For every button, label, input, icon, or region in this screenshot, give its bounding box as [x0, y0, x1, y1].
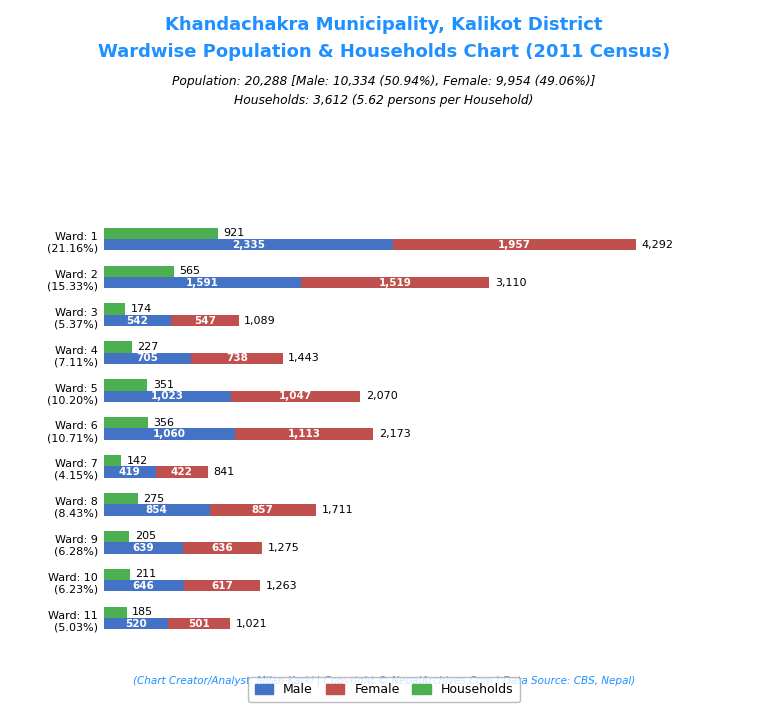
Text: 854: 854 — [146, 505, 167, 515]
Bar — [104, 417, 147, 428]
Text: 185: 185 — [132, 607, 154, 617]
Bar — [104, 531, 129, 542]
Bar — [183, 542, 262, 554]
Text: 520: 520 — [125, 618, 147, 628]
Text: Khandachakra Municipality, Kalikot District: Khandachakra Municipality, Kalikot Distr… — [165, 16, 603, 33]
Text: 4,292: 4,292 — [641, 240, 674, 250]
Text: 422: 422 — [170, 467, 193, 477]
Text: 1,711: 1,711 — [322, 505, 353, 515]
Bar — [393, 239, 636, 251]
Legend: Male, Female, Households: Male, Female, Households — [248, 677, 520, 702]
Bar — [104, 379, 147, 391]
Bar — [171, 315, 239, 326]
Bar — [104, 618, 168, 629]
Text: 542: 542 — [127, 315, 148, 325]
Text: 501: 501 — [188, 618, 210, 628]
Text: 646: 646 — [133, 581, 154, 591]
Text: 419: 419 — [119, 467, 141, 477]
Bar — [104, 303, 125, 315]
Text: 227: 227 — [137, 342, 159, 352]
Text: 841: 841 — [214, 467, 235, 477]
Text: 1,089: 1,089 — [244, 315, 276, 325]
Bar — [104, 493, 137, 504]
Text: 2,070: 2,070 — [366, 391, 398, 401]
Text: 921: 921 — [223, 229, 245, 239]
Text: 1,275: 1,275 — [267, 543, 299, 553]
Bar — [104, 266, 174, 277]
Bar — [104, 455, 121, 466]
Text: 275: 275 — [144, 493, 164, 503]
Text: 1,519: 1,519 — [379, 278, 412, 288]
Text: 1,060: 1,060 — [153, 429, 186, 439]
Bar — [104, 542, 183, 554]
Bar — [104, 239, 393, 251]
Text: 1,113: 1,113 — [288, 429, 320, 439]
Text: 356: 356 — [154, 417, 174, 428]
Text: 174: 174 — [131, 304, 152, 314]
Bar — [104, 353, 191, 364]
Bar — [191, 353, 283, 364]
Bar — [104, 315, 171, 326]
Bar — [104, 606, 127, 618]
Bar — [184, 580, 260, 591]
Bar — [301, 277, 489, 288]
Text: 1,023: 1,023 — [151, 391, 184, 401]
Text: 1,443: 1,443 — [288, 354, 320, 364]
Text: 351: 351 — [153, 380, 174, 390]
Bar — [104, 504, 210, 515]
Text: 857: 857 — [252, 505, 273, 515]
Text: 1,591: 1,591 — [186, 278, 219, 288]
Bar — [235, 428, 373, 440]
Text: Wardwise Population & Households Chart (2011 Census): Wardwise Population & Households Chart (… — [98, 43, 670, 60]
Text: 565: 565 — [179, 266, 200, 276]
Text: 1,263: 1,263 — [266, 581, 297, 591]
Bar — [156, 466, 208, 478]
Text: 1,047: 1,047 — [279, 391, 312, 401]
Text: 3,110: 3,110 — [495, 278, 526, 288]
Text: 547: 547 — [194, 315, 216, 325]
Text: (Chart Creator/Analyst: Milan Karki | Copyright © NepalArchives.Com | Data Sourc: (Chart Creator/Analyst: Milan Karki | Co… — [133, 676, 635, 687]
Text: 639: 639 — [133, 543, 154, 553]
Bar — [230, 391, 360, 402]
Bar — [104, 569, 130, 580]
Bar — [210, 504, 316, 515]
Text: 2,335: 2,335 — [232, 240, 265, 250]
Bar — [104, 342, 132, 353]
Bar — [104, 580, 184, 591]
Bar — [168, 618, 230, 629]
Text: 1,957: 1,957 — [498, 240, 531, 250]
Bar — [104, 466, 156, 478]
Text: 142: 142 — [127, 456, 148, 466]
Bar — [104, 428, 235, 440]
Text: 636: 636 — [211, 543, 233, 553]
Text: 2,173: 2,173 — [379, 429, 410, 439]
Text: 738: 738 — [226, 354, 248, 364]
Text: 211: 211 — [135, 569, 157, 579]
Text: Households: 3,612 (5.62 persons per Household): Households: 3,612 (5.62 persons per Hous… — [234, 94, 534, 106]
Bar — [104, 228, 218, 239]
Text: 617: 617 — [211, 581, 233, 591]
Text: 205: 205 — [134, 532, 156, 542]
Bar — [104, 391, 230, 402]
Text: 705: 705 — [137, 354, 158, 364]
Text: 1,021: 1,021 — [236, 618, 267, 628]
Bar — [104, 277, 301, 288]
Text: Population: 20,288 [Male: 10,334 (50.94%), Female: 9,954 (49.06%)]: Population: 20,288 [Male: 10,334 (50.94%… — [172, 75, 596, 87]
